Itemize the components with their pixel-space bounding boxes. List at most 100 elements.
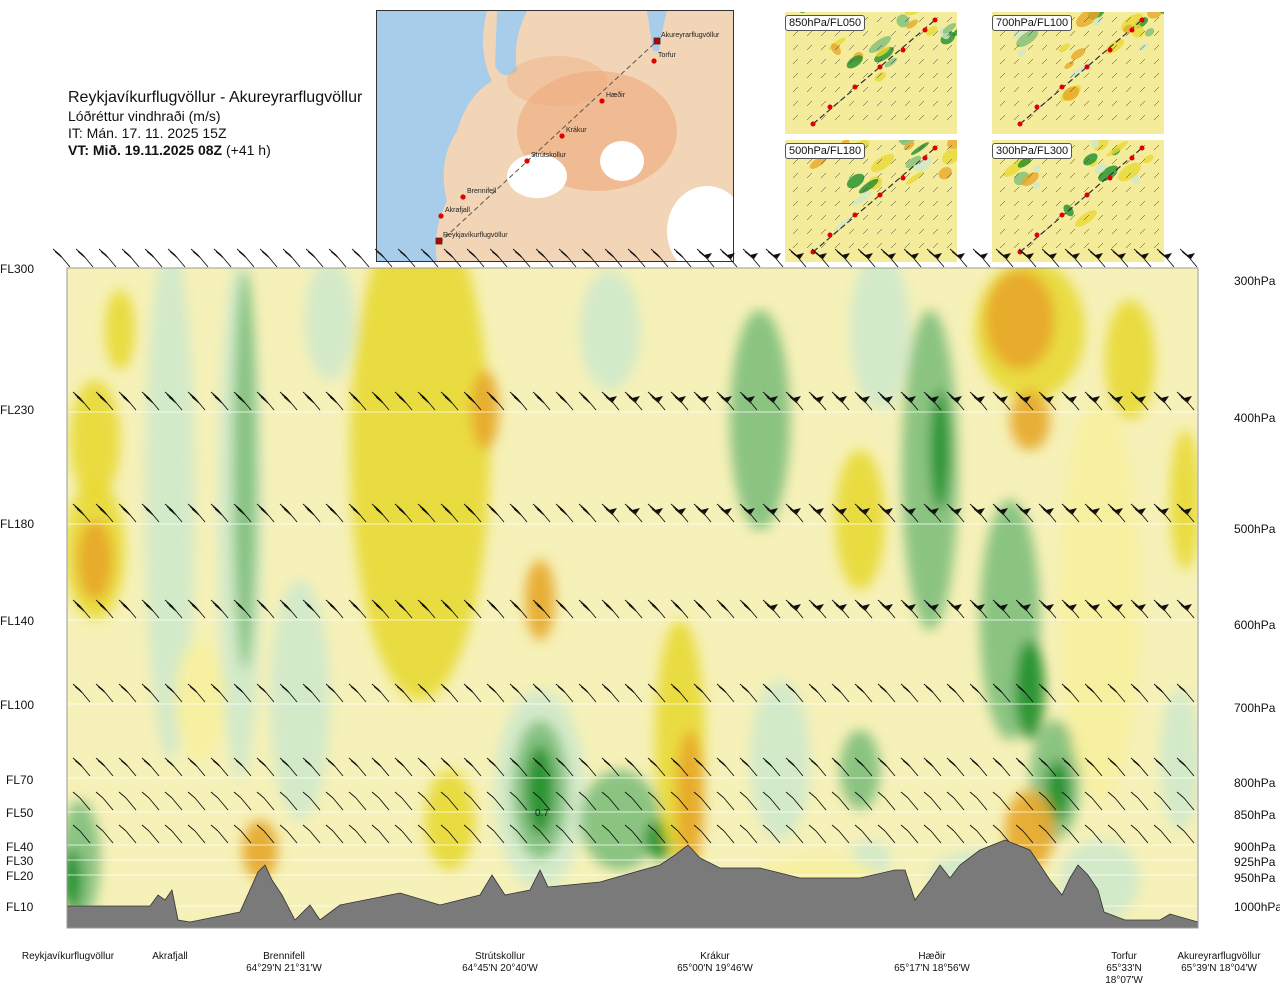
vertical-velocity-area	[67, 480, 125, 620]
panel-wind-barb	[1097, 186, 1104, 193]
panel-wind-barb	[890, 30, 897, 37]
panel-850hpa[interactable]: 850hPa/FL050	[785, 12, 957, 134]
wind-barb	[739, 683, 758, 703]
wind-barb	[1153, 391, 1172, 411]
wind-barb	[233, 683, 252, 703]
panel-wind-barb	[862, 228, 869, 235]
wind-barb-top	[144, 248, 163, 268]
panel-field-blob	[875, 46, 890, 57]
vertical-velocity-area	[850, 840, 890, 880]
route-point-label: Akureyrarflugvöllur	[661, 32, 720, 39]
vertical-velocity-area	[930, 850, 1030, 910]
panel-300hpa-label: 300hPa/FL300	[992, 143, 1073, 159]
panel-wind-barb	[1097, 86, 1104, 93]
wind-barb-top	[236, 248, 255, 268]
wind-barb	[210, 391, 229, 411]
route-points: Akureyrarflugvöllur Torfur Hæðir Krákur Strú…	[435, 32, 720, 245]
panel-wind-barb	[876, 16, 883, 23]
wind-barb	[693, 503, 712, 523]
panel-wind-barb	[876, 172, 883, 179]
wind-barb	[555, 824, 574, 844]
panel-wind-barb	[820, 200, 827, 207]
panel-field-blob	[833, 215, 855, 231]
panel-wind-barb	[1139, 58, 1146, 65]
panel-wind-barb	[1153, 16, 1160, 23]
panel-wind-barb	[820, 86, 827, 93]
wind-barb	[762, 599, 781, 619]
wind-barb	[785, 391, 804, 411]
wind-barb	[854, 791, 873, 811]
panel-wind-barb	[834, 58, 841, 65]
panel-field-blob	[1106, 140, 1129, 157]
wind-barb	[1130, 503, 1149, 523]
panel-wind-barb	[820, 242, 827, 249]
panel-wind-barb	[999, 158, 1006, 165]
panel-wind-barb	[1083, 114, 1090, 121]
panel-wind-barb	[1041, 158, 1048, 165]
wind-barb	[1153, 757, 1172, 777]
panel-wind-barb	[876, 158, 883, 165]
location-coord: 65°33'N 18°07'W	[1105, 963, 1143, 986]
panel-wind-barb	[1069, 214, 1076, 221]
panel-wind-barb	[862, 158, 869, 165]
panel-route-point	[922, 155, 928, 161]
panel-wind-barb	[918, 114, 925, 121]
fl-label: FL10	[6, 900, 34, 914]
fl-label: FL300	[0, 262, 35, 276]
vatnajokull-glacier	[667, 186, 733, 261]
wind-barb	[164, 683, 183, 703]
panel-wind-barb	[806, 172, 813, 179]
wind-barb	[394, 503, 413, 523]
panel-300hpa[interactable]: 300hPa/FL300	[992, 140, 1164, 262]
location-name: Krákur	[700, 951, 730, 962]
panel-wind-barb	[1153, 100, 1160, 107]
wind-barb	[992, 683, 1011, 703]
panel-wind-barb	[848, 200, 855, 207]
wind-barb	[647, 683, 666, 703]
panel-wind-barb	[792, 172, 799, 179]
panel-wind-barb	[820, 114, 827, 121]
panel-wind-barb	[1069, 100, 1076, 107]
panel-wind-barb	[1069, 114, 1076, 121]
panel-wind-barb	[1083, 242, 1090, 249]
panel-wind-barb	[1055, 30, 1062, 37]
panel-field-blob	[1058, 43, 1070, 53]
panel-700hpa[interactable]: 700hPa/FL100	[992, 12, 1164, 134]
wind-barb	[624, 757, 643, 777]
valid-time: VT: Mið. 19.11.2025 08Z (+41 h)	[68, 142, 362, 159]
panel-wind-barb	[904, 58, 911, 65]
panel-field-blob	[1021, 172, 1039, 187]
wind-barb	[1061, 824, 1080, 844]
panel-wind-barb	[1083, 172, 1090, 179]
panel-route-point	[827, 104, 833, 110]
wind-barb	[555, 683, 574, 703]
vertical-velocity-area	[425, 770, 475, 870]
panel-field-blob	[1144, 28, 1155, 37]
panel-wind-barb	[1027, 86, 1034, 93]
vertical-velocity-area	[985, 270, 1055, 370]
panel-500hpa[interactable]: 500hPa/FL180	[785, 140, 957, 262]
wind-barb	[578, 757, 597, 777]
panel-route-point	[932, 17, 938, 23]
issue-time: IT: Mán. 17. 11. 2025 15Z	[68, 125, 227, 141]
panel-wind-barb	[999, 114, 1006, 121]
wind-barb	[693, 599, 712, 619]
panel-wind-barb	[834, 72, 841, 79]
panel-wind-barb	[834, 214, 841, 221]
wind-barb	[1015, 599, 1034, 619]
wind-barb	[509, 503, 528, 523]
panel-wind-barb	[834, 114, 841, 121]
panel-wind-barb	[862, 242, 869, 249]
panel-wind-barb	[904, 44, 911, 51]
hpa-label: 300hPa	[1234, 274, 1276, 288]
panel-wind-barb	[1027, 186, 1034, 193]
panel-wind-barb	[1069, 186, 1076, 193]
panel-wind-barb	[834, 158, 841, 165]
panel-wind-barb	[918, 86, 925, 93]
panel-wind-barb	[999, 242, 1006, 249]
panel-wind-barb	[1097, 228, 1104, 235]
wind-barb	[762, 683, 781, 703]
wind-barb	[647, 791, 666, 811]
panel-route-point	[1034, 232, 1040, 238]
panel-wind-barb	[918, 58, 925, 65]
